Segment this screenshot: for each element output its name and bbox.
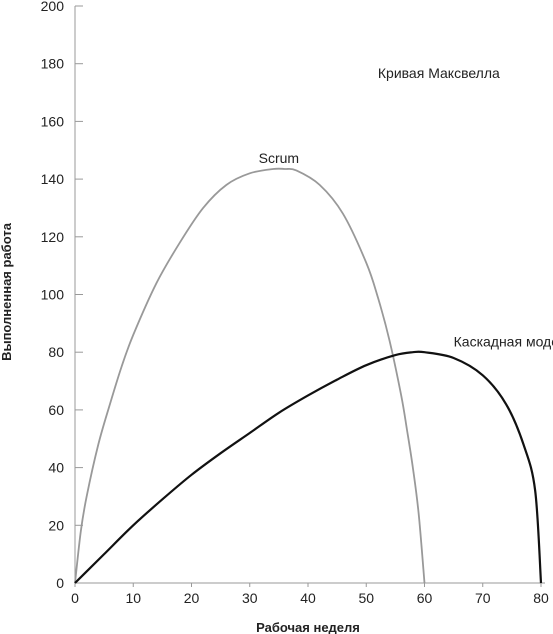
x-tick-label: 60 xyxy=(417,590,433,606)
chart-title-annotation: Кривая Максвелла xyxy=(378,65,500,81)
x-tick-label: 40 xyxy=(300,590,316,606)
y-tick-label: 80 xyxy=(48,344,64,360)
x-axis-title: Рабочая неделя xyxy=(256,620,360,634)
y-tick-label: 0 xyxy=(56,575,64,591)
axes: 0 20 40 60 80 100 120 140 160 180 200 0 10 20 30 40 50 60… xyxy=(41,0,549,606)
x-tick-label: 20 xyxy=(184,590,200,606)
waterfall-label: Каскадная модель xyxy=(454,333,553,349)
y-tick-label: 140 xyxy=(41,171,65,187)
x-tick-label: 80 xyxy=(533,590,549,606)
x-tick-label: 70 xyxy=(475,590,491,606)
y-tick-label: 200 xyxy=(41,0,65,14)
y-tick-label: 160 xyxy=(41,113,65,129)
x-tick-label: 0 xyxy=(71,590,79,606)
x-tick-label: 50 xyxy=(358,590,374,606)
y-tick-label: 100 xyxy=(41,287,65,303)
y-tick-label: 20 xyxy=(48,517,64,533)
scrum-label: Scrum xyxy=(259,150,299,166)
y-tick-label: 40 xyxy=(48,460,64,476)
y-tick-label: 180 xyxy=(41,56,65,72)
x-tick-label: 10 xyxy=(125,590,141,606)
series-line-scrum xyxy=(74,167,426,584)
y-axis-title: Выполненная работа xyxy=(0,222,14,361)
series-line-waterfall xyxy=(74,350,543,584)
y-tick-label: 60 xyxy=(48,402,64,418)
x-tick-label: 30 xyxy=(242,590,258,606)
series-group xyxy=(74,167,543,584)
y-tick-label: 120 xyxy=(41,229,65,245)
annotations: Кривая Максвелла Scrum Каскадная модель xyxy=(259,65,553,349)
